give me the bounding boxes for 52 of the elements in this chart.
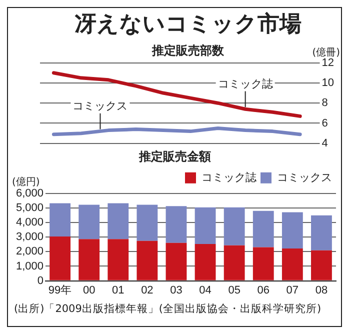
bar xyxy=(311,215,332,250)
bar xyxy=(194,207,216,244)
chart-subtitle: 推定販売部数 xyxy=(151,44,225,58)
y-tick-label: 6,000 xyxy=(16,187,44,200)
bar xyxy=(108,239,129,280)
bar xyxy=(311,250,332,280)
y-tick-label: 12 xyxy=(322,56,334,69)
bar xyxy=(252,247,274,280)
text: (出所)「2009出版指標年報」(全国出版協会・出版科学研究所) xyxy=(14,302,322,316)
y-tick-label: 2,000 xyxy=(16,246,44,258)
y-tick-label: 3,000 xyxy=(16,231,44,244)
x-tick-label: 02 xyxy=(141,284,154,296)
bar xyxy=(50,203,71,237)
series-label: コミックス xyxy=(72,100,128,113)
x-tick-label: 01 xyxy=(112,284,124,296)
y-tick-label: 4,000 xyxy=(16,216,44,229)
bar xyxy=(78,239,100,280)
bar xyxy=(136,204,158,241)
bar xyxy=(224,207,245,246)
bar xyxy=(224,245,245,280)
chart-title: 推定販売金額 xyxy=(138,149,211,164)
bar xyxy=(282,212,303,248)
x-tick-label: 04 xyxy=(199,284,212,296)
bar xyxy=(50,236,71,280)
y-axis-title: (億円) xyxy=(12,176,40,188)
y-tick-label: 0 xyxy=(37,274,44,287)
series-label: コミック誌 xyxy=(218,78,273,91)
x-tick-label: 03 xyxy=(170,284,182,296)
bar xyxy=(166,206,187,243)
bar xyxy=(108,203,129,240)
y-tick-label: 8 xyxy=(322,97,328,110)
bar xyxy=(282,248,303,280)
y-tick-label: 4 xyxy=(322,137,328,150)
x-tick-label: 05 xyxy=(228,284,240,296)
x-tick-label: 99年 xyxy=(48,284,72,296)
y-tick-label: 6 xyxy=(322,117,328,130)
bar xyxy=(78,204,100,240)
y-tick-label: 10 xyxy=(322,76,334,89)
x-tick-label: 07 xyxy=(286,284,299,296)
bar xyxy=(194,244,216,280)
bar xyxy=(166,242,187,280)
x-tick-label: 06 xyxy=(257,284,270,296)
y-tick-label: 1,000 xyxy=(16,260,44,272)
bar xyxy=(252,210,274,248)
y-axis-title: (億冊) xyxy=(312,46,340,58)
chart-title: 冴えないコミック市場 xyxy=(74,10,302,37)
legend-label: コミックス xyxy=(277,172,332,184)
bar xyxy=(136,240,158,280)
x-tick-label: 08 xyxy=(315,284,328,296)
y-tick-label: 5,000 xyxy=(16,202,44,214)
legend-label: コミック誌 xyxy=(202,170,256,184)
x-tick-label: 00 xyxy=(82,284,96,296)
